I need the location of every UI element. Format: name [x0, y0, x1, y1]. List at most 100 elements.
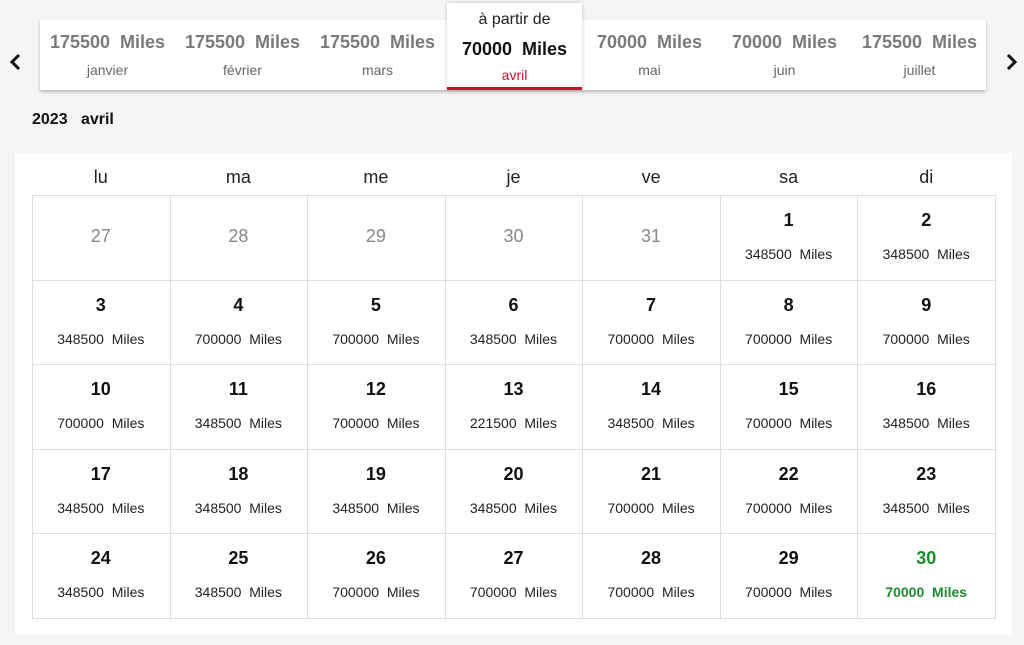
month-tab[interactable]: à partir de 70000 Miles avril — [447, 3, 582, 90]
day-cell[interactable]: 13 221500 Miles — [444, 364, 584, 450]
day-cell[interactable]: 17 348500 Miles — [32, 448, 171, 535]
day-cell[interactable]: 14 348500 Miles — [582, 364, 721, 450]
unit: Miles — [386, 415, 420, 432]
miles-amount: 700000 Miles — [582, 584, 720, 600]
day-cell[interactable]: 3 348500 Miles — [32, 279, 171, 366]
amount-value: 175500 — [49, 32, 111, 52]
month-tab[interactable]: 175500 Miles mars — [310, 20, 445, 90]
miles-amount: 348500 Miles — [445, 500, 583, 516]
calendar-grid: 27 28 29 30 31 1 348500 Miles 2 348500 Miles 3 348… — [32, 195, 996, 619]
weekday-label: ve — [641, 167, 661, 187]
tab-month: janvier — [86, 62, 129, 78]
day-cell[interactable]: 25 348500 Miles — [169, 533, 309, 619]
unit: Miles — [522, 39, 568, 59]
amount-value: 348500 — [57, 499, 104, 516]
day-cell[interactable]: 10 700000 Miles — [32, 364, 171, 450]
day-cell[interactable]: 28 700000 Miles — [582, 533, 721, 619]
amount-value: 700000 — [469, 584, 517, 601]
miles-amount: 348500 Miles — [32, 584, 170, 600]
day-cell[interactable]: 24 348500 Miles — [32, 533, 171, 619]
day-cell[interactable]: 7 700000 Miles — [582, 279, 721, 366]
day-cell: 28 — [169, 195, 309, 281]
unit: Miles — [111, 584, 145, 601]
amount-value: 175500 — [861, 32, 923, 52]
day-number: 5 — [370, 294, 381, 315]
month-tab[interactable]: 175500 Miles juillet — [852, 20, 987, 90]
day-cell[interactable]: 23 348500 Miles — [857, 448, 996, 535]
day-number: 19 — [365, 463, 386, 484]
next-arrow[interactable] — [999, 50, 1023, 74]
month-tab[interactable]: 70000 Miles mai — [582, 20, 717, 90]
day-cell[interactable]: 12 700000 Miles — [307, 364, 446, 450]
day-cell: 29 — [307, 195, 446, 281]
unit: Miles — [937, 415, 970, 432]
miles-amount: 175500 Miles — [310, 32, 445, 53]
miles-amount: 348500 Miles — [170, 584, 308, 600]
unit: Miles — [661, 330, 695, 347]
miles-amount: 70000 Miles — [717, 32, 852, 53]
unit: Miles — [249, 584, 282, 601]
day-cell[interactable]: 16 348500 Miles — [857, 364, 996, 450]
unit: Miles — [937, 246, 970, 262]
month-tab[interactable]: 70000 Miles juin — [717, 20, 852, 90]
amount-value: 348500 — [745, 246, 792, 262]
day-cell[interactable]: 18 348500 Miles — [169, 448, 309, 535]
miles-amount: 700000 Miles — [720, 584, 858, 600]
day-number: 31 — [641, 226, 662, 246]
amount-value: 348500 — [469, 330, 517, 347]
unit: Miles — [524, 499, 558, 516]
day-cell[interactable]: 29 700000 Miles — [719, 533, 859, 619]
amount-value: 175500 — [184, 32, 246, 52]
unit: Miles — [386, 584, 420, 601]
amount-value: 348500 — [194, 584, 242, 601]
day-cell[interactable]: 19 348500 Miles — [307, 448, 446, 535]
day-number: 9 — [921, 294, 932, 315]
amount-value: 348500 — [469, 499, 517, 516]
day-number: 18 — [228, 463, 249, 484]
day-cell[interactable]: 30 70000 Miles — [857, 533, 996, 619]
amount-value: 348500 — [57, 584, 104, 601]
month-tab[interactable]: 175500 Miles janvier — [40, 20, 175, 90]
amount-value: 348500 — [607, 415, 655, 432]
day-cell[interactable]: 21 700000 Miles — [582, 448, 721, 535]
unit: Miles — [661, 584, 695, 601]
day-cell[interactable]: 26 700000 Miles — [307, 533, 446, 619]
month-tab[interactable]: 175500 Miles février — [175, 20, 310, 90]
day-number: 15 — [778, 379, 799, 400]
day-number: 12 — [365, 379, 386, 400]
amount-value: 700000 — [745, 415, 792, 432]
amount-value: 700000 — [194, 330, 242, 347]
year: 2023 — [32, 111, 68, 128]
amount-value: 700000 — [607, 499, 655, 516]
amount-value: 700000 — [332, 330, 380, 347]
day-cell[interactable]: 1 348500 Miles — [719, 195, 859, 281]
amount-value: 700000 — [882, 330, 930, 347]
day-cell[interactable]: 9 700000 Miles — [857, 279, 996, 366]
unit: Miles — [932, 32, 978, 52]
weekday-label: me — [363, 167, 389, 187]
day-cell: 30 — [444, 195, 584, 281]
day-cell[interactable]: 22 700000 Miles — [719, 448, 859, 535]
unit: Miles — [524, 584, 558, 601]
day-cell[interactable]: 4 700000 Miles — [169, 279, 309, 366]
day-cell[interactable]: 5 700000 Miles — [307, 279, 446, 366]
prev-arrow[interactable] — [4, 50, 28, 74]
unit: Miles — [657, 32, 703, 52]
day-cell[interactable]: 6 348500 Miles — [444, 279, 584, 366]
miles-amount: 700000 Miles — [720, 331, 858, 347]
unit: Miles — [524, 330, 558, 347]
miles-amount: 348500 Miles — [170, 500, 308, 516]
day-cell[interactable]: 2 348500 Miles — [857, 195, 996, 281]
amount-value: 348500 — [194, 415, 242, 432]
unit: Miles — [386, 330, 420, 347]
day-cell[interactable]: 20 348500 Miles — [444, 448, 584, 535]
day-cell[interactable]: 27 700000 Miles — [444, 533, 584, 619]
tab-month: juillet — [903, 62, 936, 78]
unit: Miles — [937, 499, 970, 516]
day-cell[interactable]: 8 700000 Miles — [719, 279, 859, 366]
unit: Miles — [661, 415, 695, 432]
day-cell[interactable]: 15 700000 Miles — [719, 364, 859, 450]
month: avril — [80, 111, 114, 128]
price-prefix: à partir de — [478, 11, 551, 28]
day-cell[interactable]: 11 348500 Miles — [169, 364, 309, 450]
